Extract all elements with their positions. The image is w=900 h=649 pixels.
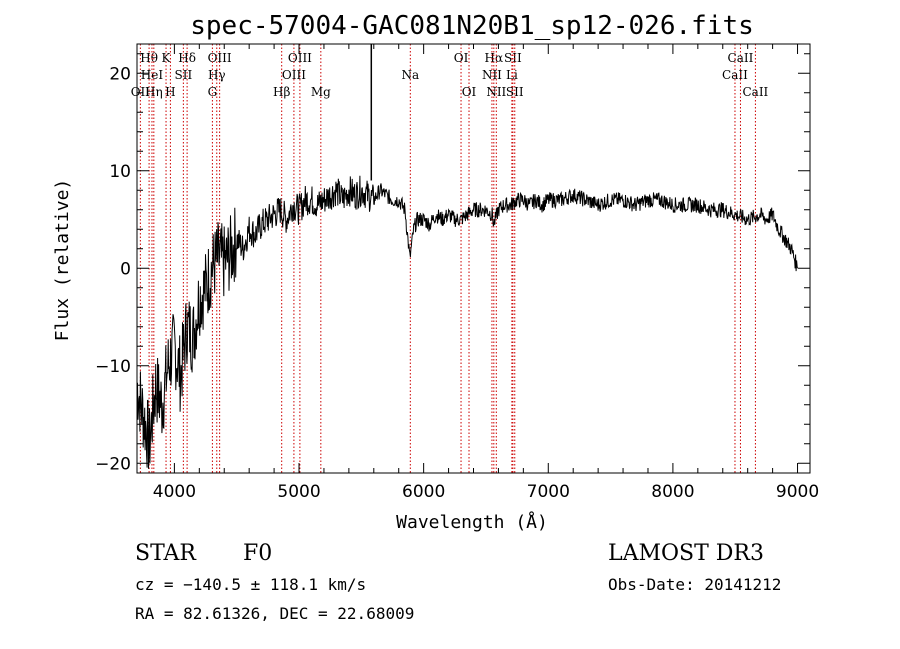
observation-date: Obs-Date: 20141212 — [608, 575, 782, 594]
line-label: H — [165, 85, 175, 99]
line-label: Na — [401, 68, 419, 82]
line-label: K — [162, 51, 172, 65]
line-label: Hη — [145, 85, 163, 99]
x-tick-label: 5000 — [277, 482, 320, 502]
line-label: OIII — [208, 51, 232, 65]
line-label: Mg — [311, 85, 331, 99]
x-tick-label: 6000 — [402, 482, 445, 502]
chart-title: spec-57004-GAC081N20B1_sp12-026.fits — [190, 11, 754, 41]
line-label: OI — [462, 85, 477, 99]
plot-frame — [136, 43, 811, 474]
line-label: SII — [506, 85, 524, 99]
y-axis-label: Flux (relative) — [52, 179, 73, 342]
x-axis-label: Wavelength (Å) — [396, 511, 548, 533]
spectrum-trace — [136, 175, 798, 469]
coordinates: RA = 82.61326, DEC = 22.68009 — [135, 604, 415, 623]
line-label: CaII — [728, 51, 754, 65]
line-label: CaII — [722, 68, 748, 82]
y-tick-label: 0 — [120, 259, 131, 279]
y-tick-label: −20 — [95, 454, 131, 474]
line-label: OI — [454, 51, 469, 65]
line-label: HeI — [141, 68, 164, 82]
y-tick-label: 10 — [109, 162, 131, 182]
line-label: CaII — [742, 85, 768, 99]
object-class: STAR — [135, 541, 196, 566]
line-label: Hα — [485, 51, 504, 65]
x-tick-label: 8000 — [651, 482, 694, 502]
line-label: Hδ — [178, 51, 196, 65]
line-label: SII — [175, 68, 193, 82]
y-tick-label: 20 — [109, 64, 131, 84]
redshift-velocity: cz = −140.5 ± 118.1 km/s — [135, 575, 367, 594]
x-tick-label: 7000 — [527, 482, 570, 502]
line-label: Hβ — [273, 85, 290, 99]
x-tick-label: 9000 — [776, 482, 819, 502]
line-label: NII — [482, 68, 502, 82]
line-label: OIII — [288, 51, 312, 65]
object-subclass: F0 — [243, 541, 273, 566]
line-label: Hγ — [208, 68, 226, 82]
line-label: OIII — [282, 68, 306, 82]
line-label: G — [208, 85, 218, 99]
survey-name: LAMOST DR3 — [608, 541, 764, 566]
spectrum-series — [136, 44, 798, 469]
line-label: Hθ — [140, 51, 158, 65]
x-tick-label: 4000 — [153, 482, 196, 502]
y-tick-label: −10 — [95, 357, 131, 377]
line-label: SII — [504, 51, 522, 65]
axis-ticks: 4000 5000 6000 7000 8000 9000 −20 −10 0 10 20 — [95, 44, 819, 502]
line-label: NII — [486, 85, 506, 99]
line-label: Li — [506, 68, 518, 82]
line-label: OII — [131, 85, 151, 99]
